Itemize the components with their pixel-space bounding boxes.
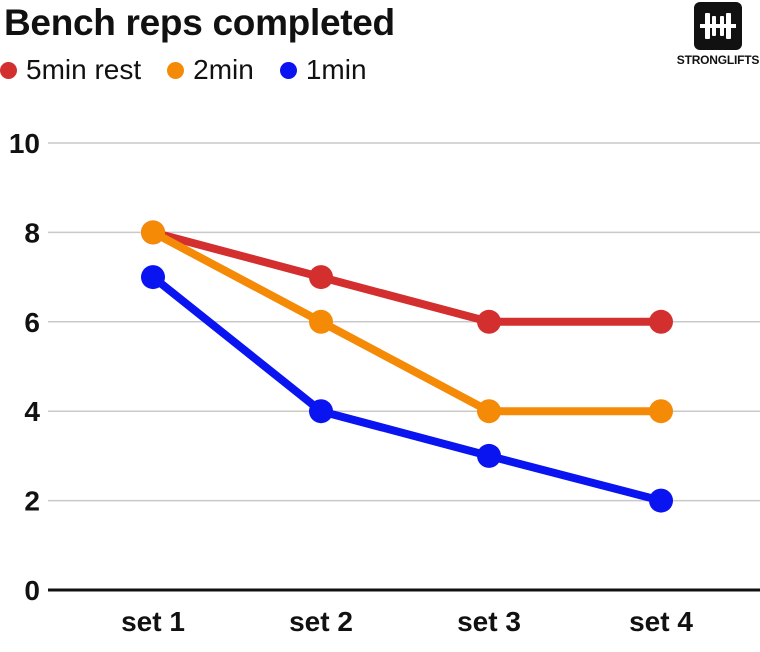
legend-label-2min: 2min	[193, 54, 254, 85]
data-point	[477, 443, 501, 468]
y-tick-label: 10	[9, 128, 40, 159]
legend-item-5min: 5min rest	[0, 54, 141, 86]
data-point	[141, 220, 165, 245]
legend-marker-2min	[167, 61, 185, 79]
legend: 5min rest 2min 1min	[0, 54, 393, 86]
series-line	[151, 228, 661, 416]
series-2min	[141, 220, 673, 424]
y-tick-label: 0	[24, 575, 40, 606]
x-tick-label: set 1	[121, 606, 185, 637]
series-5min-rest	[141, 220, 673, 334]
legend-label-1min: 1min	[305, 54, 367, 85]
data-point	[477, 309, 501, 334]
logo-mark	[694, 2, 742, 50]
data-point	[649, 399, 673, 424]
series-line	[150, 273, 663, 505]
legend-marker-5min	[0, 61, 17, 79]
legend-item-2min: 2min	[167, 54, 254, 86]
logo-text: STRONGLIFTS	[676, 53, 760, 67]
data-point	[309, 309, 333, 334]
y-tick-label: 8	[24, 217, 40, 248]
x-axis-ticks: set 1 set 2 set 3 set 4	[121, 606, 693, 637]
data-point	[649, 488, 673, 513]
x-tick-label: set 2	[289, 606, 353, 637]
legend-marker-1min	[279, 61, 297, 79]
x-tick-label: set 3	[457, 606, 521, 637]
y-axis-ticks: 0 2 4 6 8 10	[9, 128, 41, 606]
data-point	[477, 399, 501, 424]
barbell-icon	[700, 13, 736, 39]
y-tick-label: 2	[24, 486, 40, 517]
data-point	[309, 399, 333, 424]
series-line	[151, 228, 661, 326]
legend-item-1min: 1min	[279, 54, 367, 86]
series-1min	[141, 265, 673, 513]
legend-label-5min: 5min rest	[26, 54, 142, 85]
data-point	[309, 265, 333, 290]
series-lines	[141, 220, 673, 513]
chart-title: Bench reps completed	[4, 2, 395, 43]
data-point	[141, 265, 165, 290]
y-tick-label: 6	[24, 307, 40, 338]
stronglifts-logo: STRONGLIFTS	[674, 2, 760, 72]
x-tick-label: set 4	[629, 606, 693, 637]
data-point	[649, 309, 673, 334]
y-tick-label: 4	[24, 396, 40, 427]
